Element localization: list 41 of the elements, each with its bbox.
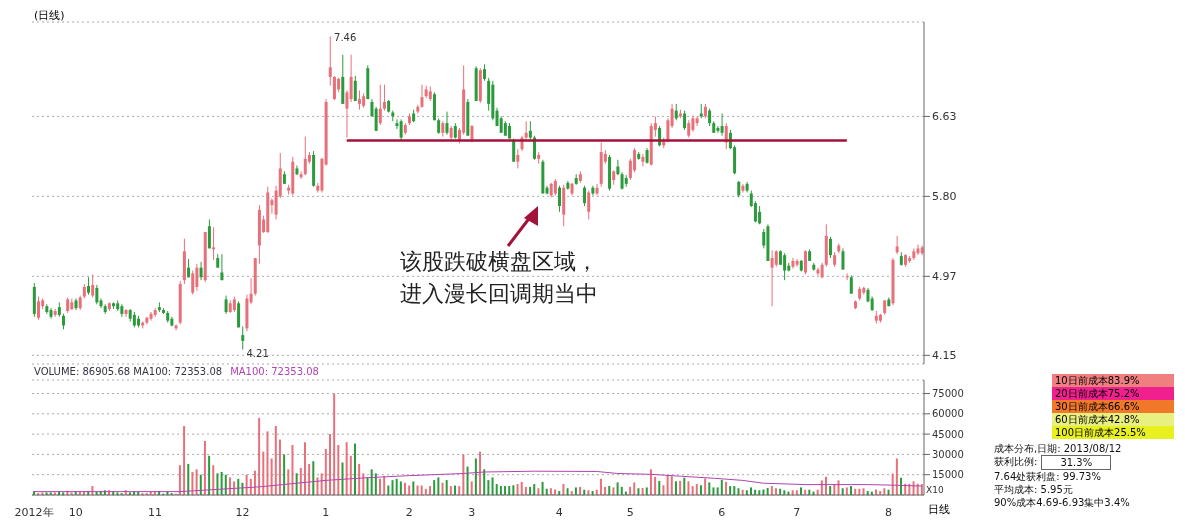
category-label: 20日前成本75.2% bbox=[1052, 387, 1174, 400]
y-tick-label: 4.15 bbox=[932, 349, 957, 363]
x-tick-label: 2012年 bbox=[14, 505, 54, 519]
y-tick-label: 75000 bbox=[932, 388, 964, 400]
text: MA100: 72353.08 bbox=[230, 366, 319, 377]
annotation: 4.21 bbox=[246, 347, 269, 359]
x-tick-label: 10 bbox=[68, 505, 83, 519]
x-tick-label: 3 bbox=[468, 505, 476, 519]
text: 日线 bbox=[928, 502, 950, 517]
y-tick-label: 5.80 bbox=[932, 190, 957, 204]
text: 成本分布,日期: 2013/08/12 bbox=[994, 442, 1123, 455]
y-tick-label: 60000 bbox=[932, 408, 964, 420]
x-tick-label: 6 bbox=[718, 505, 726, 519]
y-tick-label: 4.97 bbox=[932, 270, 957, 284]
text: 90%成本4.69-6.93集中3.4% bbox=[994, 496, 1131, 509]
annotation: 7.46 bbox=[334, 32, 357, 44]
x-tick-label: 8 bbox=[885, 505, 893, 519]
x-tick-label: 5 bbox=[626, 505, 634, 519]
text: 平均成本: 5.95元 bbox=[994, 483, 1074, 496]
y-tick-label: 6.63 bbox=[932, 110, 957, 124]
text: 31.3% bbox=[1041, 455, 1112, 470]
x-tick-label: 2 bbox=[405, 505, 413, 519]
text: 7.64处获利盘: 99.73% bbox=[994, 470, 1102, 483]
chart-title: VOLUME: 86905.68 MA100: 72353.08 bbox=[34, 366, 223, 377]
chart-title: (日线) bbox=[34, 8, 65, 23]
category-label: 60日前成本42.8% bbox=[1052, 413, 1174, 426]
category-label: 30日前成本66.6% bbox=[1052, 400, 1174, 413]
annotation: 该股跌破横盘区域， bbox=[400, 248, 598, 276]
text: X10 bbox=[926, 485, 944, 495]
x-tick-label: 7 bbox=[793, 505, 801, 519]
x-tick-label: 12 bbox=[235, 505, 250, 519]
text: 获利比例: bbox=[994, 455, 1038, 469]
x-tick-label: 11 bbox=[147, 505, 162, 519]
x-tick-label: 1 bbox=[322, 505, 330, 519]
y-tick-label: 30000 bbox=[932, 448, 964, 460]
y-tick-label: 15000 bbox=[932, 469, 964, 481]
x-tick-label: 4 bbox=[555, 505, 563, 519]
category-label: 10日前成本83.9% bbox=[1052, 374, 1174, 387]
category-label: 100日前成本25.5% bbox=[1052, 426, 1174, 439]
annotation: 进入漫长回调期当中 bbox=[400, 280, 598, 308]
y-tick-label: 45000 bbox=[932, 428, 964, 440]
